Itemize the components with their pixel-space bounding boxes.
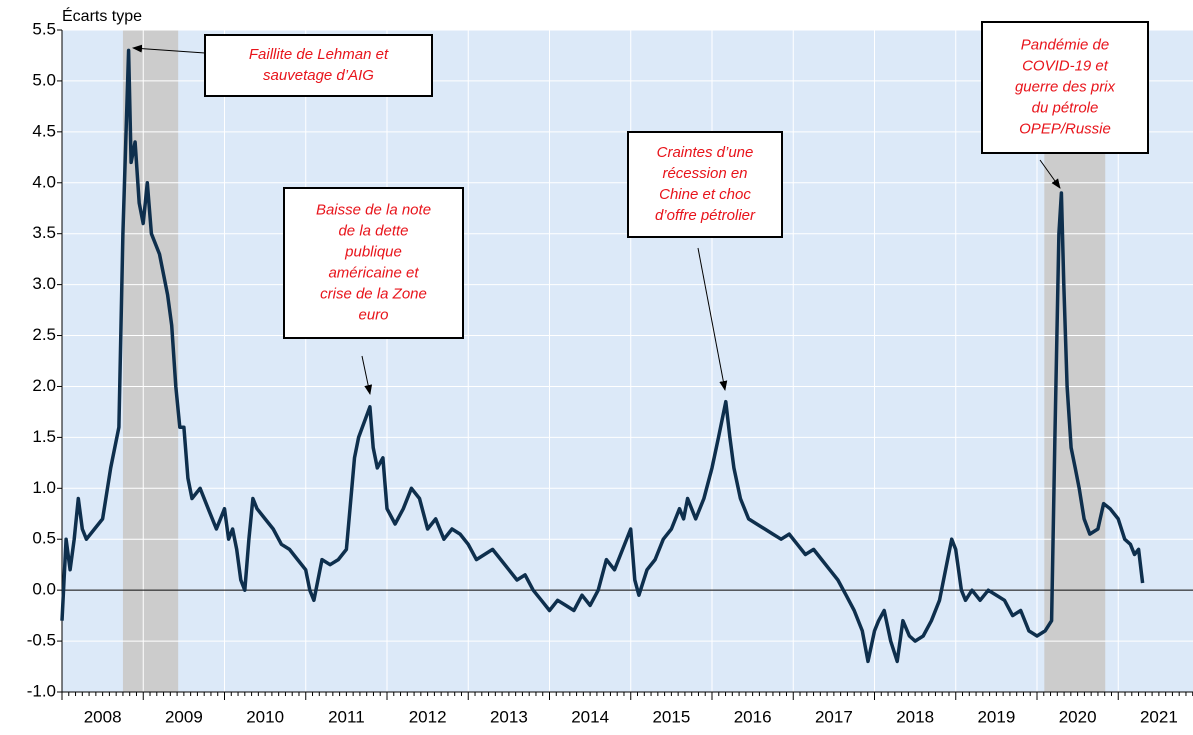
annotation-text: du pétrole <box>1032 99 1099 116</box>
x-tick-label: 2011 <box>328 707 365 726</box>
annotation-box <box>981 21 1149 154</box>
annotation-text: euro <box>358 306 388 323</box>
annotation-text: récession en <box>662 165 747 182</box>
y-tick-label: 0.0 <box>32 580 56 599</box>
y-axis-title: Écarts type <box>62 6 142 25</box>
y-tick-label: 5.5 <box>32 19 56 38</box>
y-tick-label: 4.5 <box>32 121 56 140</box>
annotation-text: sauvetage d’AIG <box>263 67 374 84</box>
data-line <box>60 48 1145 664</box>
y-tick-label: 2.5 <box>32 325 56 344</box>
annotation-text: Craintes d’une <box>657 144 754 161</box>
annotation-text: d’offre pétrolier <box>655 207 756 224</box>
x-tick-label: 2013 <box>490 707 528 726</box>
annotation-box <box>283 187 464 339</box>
x-tick-label: 2009 <box>165 707 203 726</box>
x-tick-label: 2018 <box>896 707 934 726</box>
annotation-arrow <box>1039 159 1061 189</box>
x-tick-label: 2008 <box>84 707 122 726</box>
y-tick-label: 0.5 <box>32 529 56 548</box>
y-tick-label: 2.0 <box>32 376 56 395</box>
annotation-text: Baisse de la note <box>316 201 431 218</box>
x-tick-label: 2010 <box>246 707 284 726</box>
y-tick-label: 4.0 <box>32 172 56 191</box>
annotation-box <box>627 131 783 238</box>
annotation-text: Chine et choc <box>659 186 751 203</box>
annotation-text: OPEP/Russie <box>1019 120 1111 137</box>
x-tick-label: 2019 <box>977 707 1015 726</box>
y-tick-label: 5.0 <box>32 70 56 89</box>
annotation-text: publique <box>344 243 402 260</box>
annotation-text: Faillite de Lehman et <box>249 46 389 63</box>
annotation-arrow <box>132 44 206 54</box>
x-tick-label: 2012 <box>409 707 447 726</box>
annotation-text: guerre des prix <box>1015 78 1116 95</box>
x-tick-label: 2014 <box>571 707 609 726</box>
y-tick-label: -0.5 <box>27 631 56 650</box>
annotation-text: de la dette <box>338 222 408 239</box>
annotation-text: Pandémie de <box>1021 36 1109 53</box>
x-tick-label: 2021 <box>1140 707 1178 726</box>
annotation-box <box>204 34 433 97</box>
annotation-text: COVID-19 et <box>1022 57 1109 74</box>
y-tick-label: 3.5 <box>32 223 56 242</box>
y-tick-label: 3.0 <box>32 274 56 293</box>
annotation-arrow <box>361 355 373 395</box>
annotation-arrow <box>697 247 728 391</box>
y-tick-label: -1.0 <box>27 681 56 700</box>
y-tick-label: 1.0 <box>32 478 56 497</box>
annotation-text: crise de la Zone <box>320 285 427 302</box>
y-tick-label: 1.5 <box>32 427 56 446</box>
x-tick-label: 2017 <box>815 707 853 726</box>
annotation-text: américaine et <box>328 264 419 281</box>
x-tick-label: 2020 <box>1059 707 1097 726</box>
x-tick-label: 2016 <box>734 707 772 726</box>
x-tick-label: 2015 <box>652 707 690 726</box>
